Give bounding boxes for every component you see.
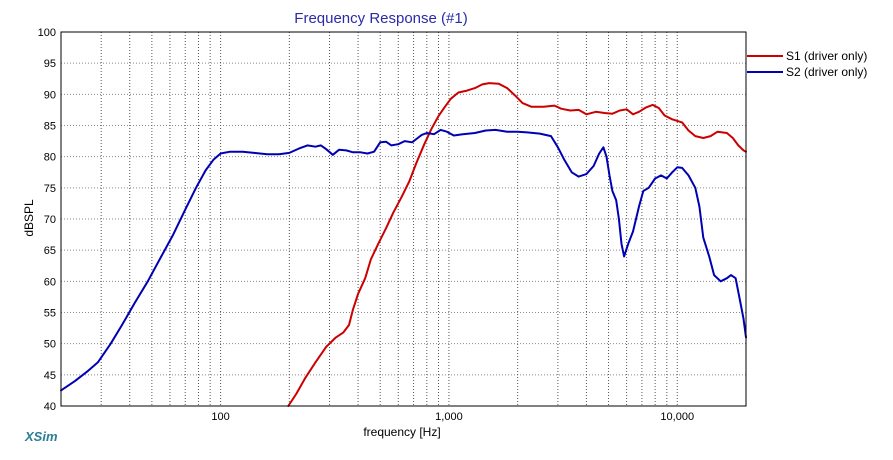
y-tick-label: 60	[44, 276, 56, 288]
y-tick-label: 80	[44, 152, 56, 164]
legend-label: S1 (driver only)	[786, 49, 867, 63]
series-line-1	[287, 82, 747, 407]
y-tick-label: 75	[44, 183, 56, 195]
y-tick-label: 65	[44, 245, 56, 257]
data-series	[60, 82, 747, 407]
plot-frame	[60, 31, 747, 407]
y-tick-label: 90	[44, 89, 56, 101]
tick-labels: 40 45 50 55 60 65 70 75 80 85 90 95 100 100 1,000 10,00…	[38, 27, 694, 423]
y-tick-label: 95	[44, 58, 56, 70]
x-tick-label: 100	[211, 411, 229, 423]
y-tick-label: 70	[44, 214, 56, 226]
x-tick-label: 10,000	[660, 411, 694, 423]
x-axis-label: frequency [Hz]	[363, 425, 440, 439]
y-tick-label: 40	[44, 401, 56, 413]
x-tick-label: 1,000	[435, 411, 463, 423]
y-axis-label: dBSPL	[22, 199, 36, 237]
y-tick-label: 55	[44, 308, 56, 320]
grid-lines	[61, 32, 746, 406]
y-tick-label: 45	[44, 370, 56, 382]
y-tick-label: 100	[38, 27, 56, 39]
legend: S1 (driver only) S2 (driver only)	[747, 49, 867, 79]
y-tick-label: 85	[44, 121, 56, 133]
legend-label: S2 (driver only)	[786, 65, 867, 79]
y-tick-label: 50	[44, 339, 56, 351]
chart-title: Frequency Response (#1)	[294, 10, 467, 27]
series-line-2	[60, 128, 747, 392]
xsim-logo: XSim	[24, 429, 58, 444]
